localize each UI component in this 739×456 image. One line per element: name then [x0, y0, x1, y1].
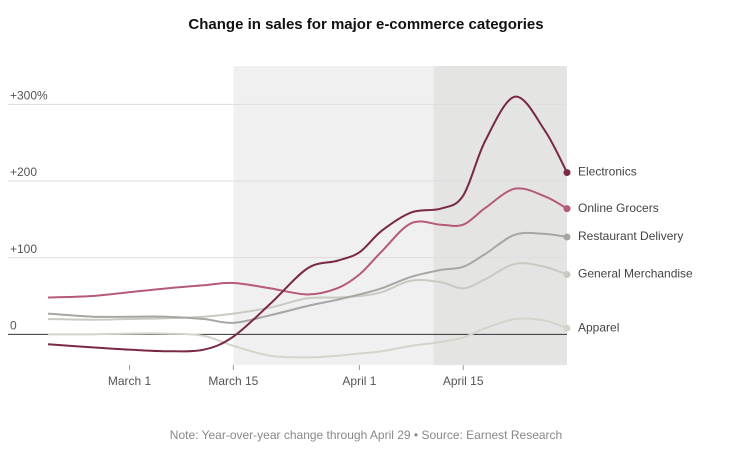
- end-point: [563, 271, 571, 279]
- y-tick-label: +200: [10, 165, 37, 179]
- series-label: Apparel: [578, 320, 619, 334]
- x-tick-label: March 15: [208, 374, 258, 388]
- x-tick-label: April 15: [443, 374, 484, 388]
- end-point: [563, 205, 571, 213]
- y-tick-label: +300%: [10, 89, 48, 103]
- end-point: [563, 324, 571, 332]
- x-tick-label: March 1: [108, 374, 152, 388]
- shaded-region: [433, 66, 567, 365]
- y-tick-label: 0: [10, 319, 17, 333]
- line: [47, 231, 568, 324]
- note: Note: Year-over-year change through Apri…: [170, 428, 562, 442]
- end-point: [563, 233, 571, 241]
- line: [47, 187, 568, 299]
- line: [47, 95, 568, 353]
- series-label: General Merchandise: [578, 267, 693, 281]
- series-label: Online Grocers: [578, 201, 659, 215]
- end-point: [563, 169, 571, 177]
- x-tick-label: April 1: [342, 374, 376, 388]
- line: [47, 317, 568, 359]
- series-label: Restaurant Delivery: [578, 229, 683, 243]
- chart-title: Change in sales for major e-commerce cat…: [188, 16, 543, 33]
- y-tick-label: +100: [10, 242, 37, 256]
- series-label: Electronics: [578, 165, 637, 179]
